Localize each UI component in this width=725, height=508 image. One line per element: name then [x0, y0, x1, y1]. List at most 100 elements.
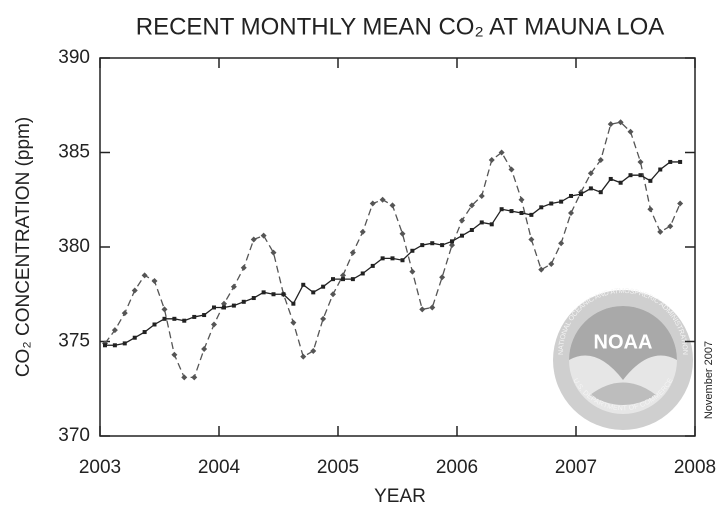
data-point [241, 299, 246, 304]
data-point [231, 303, 236, 308]
data-point [152, 322, 157, 327]
data-point [212, 305, 217, 310]
data-point [161, 306, 168, 313]
data-point [508, 166, 515, 173]
data-point [349, 249, 356, 256]
data-point [468, 202, 475, 209]
data-point [320, 315, 327, 322]
data-point [529, 212, 534, 217]
data-point [549, 201, 554, 206]
data-point [410, 248, 415, 253]
data-point [270, 249, 277, 256]
data-point [191, 374, 198, 381]
logo-text: NOAA [594, 331, 653, 353]
data-point [330, 291, 337, 298]
data-point [182, 318, 187, 323]
data-point [359, 228, 366, 235]
data-point [202, 313, 207, 318]
data-point [548, 261, 555, 268]
data-point [132, 335, 137, 340]
data-point [648, 178, 653, 183]
data-point [369, 200, 376, 207]
data-point [260, 232, 267, 239]
data-point [360, 271, 365, 276]
x-tick-label: 2006 [436, 457, 478, 478]
data-point [121, 310, 128, 317]
data-point [379, 196, 386, 203]
data-point [608, 176, 613, 181]
data-point [558, 240, 565, 247]
data-point [311, 290, 316, 295]
data-point [399, 230, 406, 237]
data-point [519, 210, 524, 215]
logo-top [569, 306, 677, 380]
data-point [597, 157, 604, 164]
data-point [587, 170, 594, 177]
data-point [459, 233, 464, 238]
y-tick-label: 370 [58, 425, 90, 446]
data-point [498, 149, 505, 156]
data-point [271, 292, 276, 297]
data-point [489, 222, 494, 227]
data-point [220, 300, 227, 307]
x-axis-label: YEAR [374, 486, 426, 507]
y-axis-label: CO₂ CONCENTRATION (ppm) [13, 117, 34, 377]
data-point [499, 207, 504, 212]
data-point [518, 196, 525, 203]
data-point [439, 274, 446, 281]
data-point [400, 258, 405, 263]
data-point [300, 353, 307, 360]
data-point [478, 192, 485, 199]
data-point [578, 192, 583, 197]
x-tick-label: 2003 [79, 457, 121, 478]
data-point [122, 341, 127, 346]
data-point [488, 157, 495, 164]
data-point [607, 121, 614, 128]
data-point [647, 206, 654, 213]
data-point [658, 167, 663, 172]
data-point [668, 159, 673, 164]
data-point [211, 321, 218, 328]
data-point [291, 301, 296, 306]
data-point [181, 374, 188, 381]
logo-bird [590, 382, 656, 405]
data-point [261, 290, 266, 295]
noaa-logo: NOAA NATIONAL OCEANIC AND ATMOSPHERIC AD… [553, 288, 693, 430]
data-point [440, 243, 445, 248]
data-point [667, 223, 674, 230]
data-point [409, 268, 416, 275]
data-point [250, 236, 257, 243]
y-tick-label: 375 [58, 331, 90, 352]
data-point [141, 272, 148, 279]
data-point [171, 351, 178, 358]
data-point [430, 241, 435, 246]
data-point [598, 190, 603, 195]
data-point [142, 330, 147, 335]
data-point [569, 193, 574, 198]
data-point [331, 277, 336, 282]
data-point [450, 239, 455, 244]
data-point [539, 205, 544, 210]
data-point [201, 346, 208, 353]
data-point [172, 316, 177, 321]
data-point [390, 256, 395, 261]
data-point [281, 292, 286, 297]
data-point [151, 278, 158, 285]
y-tick-label: 380 [58, 236, 90, 257]
data-point [588, 186, 593, 191]
data-point [112, 343, 117, 348]
y-tick-label: 385 [58, 142, 90, 163]
data-point [111, 327, 118, 334]
date-note: November 2007 [703, 341, 715, 419]
data-point [290, 319, 297, 326]
data-point [449, 242, 456, 249]
data-point [678, 159, 683, 164]
data-point [419, 306, 426, 313]
data-point [340, 277, 345, 282]
data-point [230, 283, 237, 290]
data-point [637, 158, 644, 165]
data-point [192, 314, 197, 319]
data-point [469, 227, 474, 232]
data-point [677, 200, 684, 207]
